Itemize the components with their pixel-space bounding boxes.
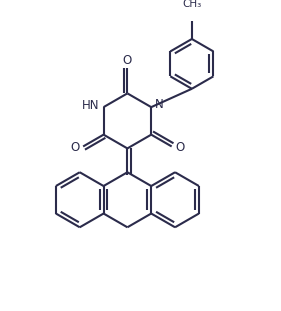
Text: O: O: [70, 141, 79, 154]
Text: HN: HN: [82, 99, 99, 112]
Text: O: O: [175, 141, 185, 154]
Text: N: N: [155, 98, 164, 111]
Text: O: O: [123, 54, 132, 67]
Text: CH₃: CH₃: [183, 0, 202, 9]
